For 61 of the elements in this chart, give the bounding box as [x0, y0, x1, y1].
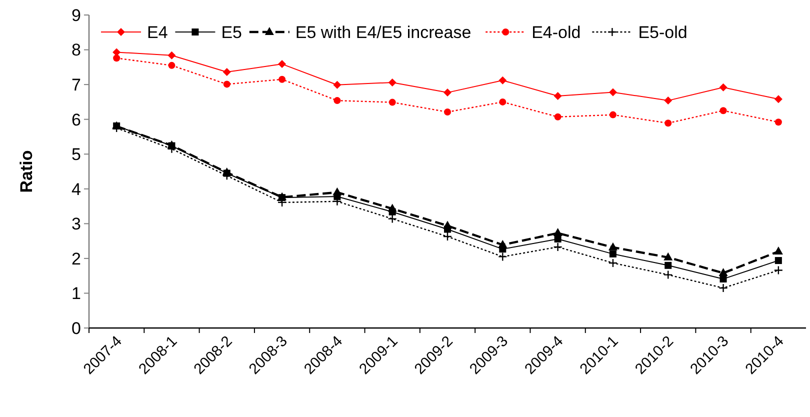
- point: [278, 76, 286, 83]
- point: [168, 62, 176, 69]
- legend-label: E5 with E4/E5 increase: [295, 22, 472, 42]
- point: [113, 54, 120, 62]
- point: [774, 257, 782, 264]
- point: [664, 262, 672, 269]
- y-tick-label: 5: [72, 145, 81, 164]
- point: [608, 88, 617, 96]
- point: [444, 88, 452, 97]
- y-tick-label: 4: [72, 180, 81, 199]
- point: [388, 204, 397, 212]
- point: [719, 284, 728, 292]
- y-tick-label: 1: [72, 284, 81, 304]
- y-tick-label: 3: [72, 214, 81, 234]
- y-tick-label: 2: [72, 249, 81, 268]
- point: [499, 98, 506, 106]
- point: [334, 97, 341, 104]
- legend-label: E5: [221, 22, 242, 42]
- point: [388, 78, 396, 86]
- y-tick-label: 8: [72, 40, 81, 60]
- point: [278, 60, 286, 68]
- point: [554, 113, 562, 120]
- point: [388, 214, 396, 223]
- y-tick-label: 0: [72, 318, 81, 338]
- point: [664, 270, 672, 279]
- y-tick-label: 9: [72, 6, 81, 25]
- legend-label: E4: [147, 22, 168, 42]
- point: [554, 92, 562, 100]
- point: [553, 228, 562, 236]
- point: [720, 107, 727, 114]
- point: [333, 80, 342, 89]
- point: [774, 118, 782, 126]
- point: [774, 266, 782, 274]
- legend-label: E4-old: [532, 22, 581, 42]
- point: [720, 275, 727, 282]
- y-tick-label: 7: [72, 76, 81, 95]
- point: [498, 76, 507, 84]
- point: [388, 98, 396, 106]
- point: [554, 235, 562, 242]
- point: [664, 252, 673, 260]
- point: [664, 96, 672, 105]
- point: [223, 80, 230, 88]
- point: [498, 240, 508, 248]
- point: [774, 246, 783, 254]
- point: [608, 242, 618, 250]
- point: [774, 95, 782, 104]
- point: [443, 220, 452, 229]
- point: [444, 108, 451, 116]
- point: [554, 242, 562, 251]
- legend-label: E5-old: [638, 22, 688, 42]
- point: [664, 120, 672, 127]
- point: [332, 187, 342, 196]
- point: [222, 68, 231, 76]
- y-axis-title: Ratio: [17, 150, 36, 193]
- point: [718, 268, 728, 276]
- point: [498, 252, 507, 261]
- y-tick-label: 6: [72, 110, 81, 130]
- point: [609, 111, 616, 118]
- point: [719, 83, 728, 92]
- point: [609, 250, 616, 258]
- point: [168, 51, 176, 60]
